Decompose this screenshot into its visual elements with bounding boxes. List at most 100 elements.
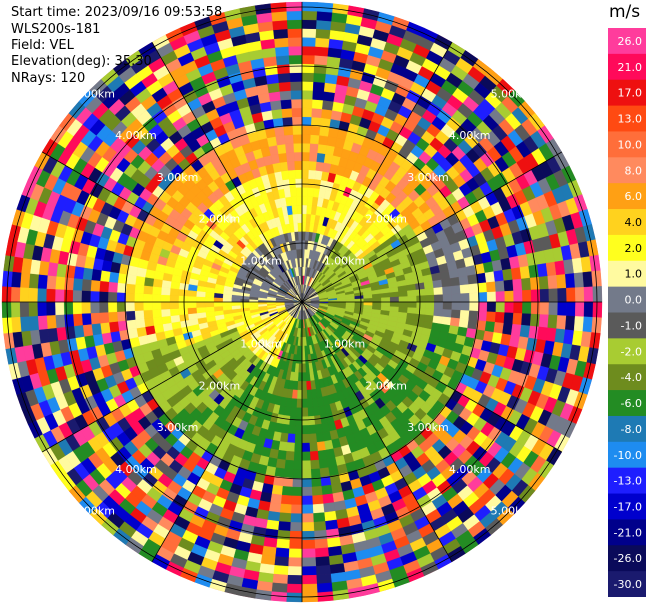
radar-gate <box>63 289 74 303</box>
radar-gate <box>286 10 303 21</box>
radar-gate <box>309 143 319 154</box>
radar-gate <box>301 433 310 444</box>
radar-gate <box>301 522 315 532</box>
radar-gate <box>143 317 155 328</box>
radar-gate <box>275 458 286 469</box>
radar-gate <box>73 324 85 339</box>
radar-gate <box>442 286 453 295</box>
radar-gate <box>451 301 462 311</box>
radar-gate <box>556 315 567 330</box>
radar-gate <box>231 301 241 306</box>
radar-gate <box>116 292 126 303</box>
radar-gate <box>301 495 313 506</box>
radar-gate <box>287 424 296 435</box>
radar-gate <box>557 301 567 317</box>
radar-gate <box>296 204 303 215</box>
radar-gate <box>301 442 311 453</box>
radar-gate <box>425 301 435 310</box>
radar-gate <box>293 460 303 470</box>
radar-gate <box>458 275 469 286</box>
radar-gate <box>287 433 296 444</box>
radar-gate <box>270 99 282 111</box>
radar-gate <box>290 196 298 206</box>
radar-gate <box>90 301 100 314</box>
radar-gate <box>297 213 303 223</box>
radar-gate <box>277 521 291 532</box>
radar-gate <box>276 143 287 155</box>
radar-gate <box>381 297 391 303</box>
radar-gate <box>37 315 48 330</box>
radar-gate <box>308 424 317 435</box>
radar-gate <box>433 301 444 310</box>
radar-gate <box>433 294 444 303</box>
radar-gate <box>279 503 292 514</box>
radar-gate <box>301 548 316 559</box>
radar-gate <box>301 416 309 426</box>
radar-gate <box>280 494 293 505</box>
range-ring-label: 1.00km <box>240 338 282 351</box>
radar-gate <box>301 381 307 391</box>
radar-gate <box>280 99 293 110</box>
radar-gate <box>277 72 291 83</box>
radar-gate <box>126 274 137 285</box>
radar-gate <box>316 582 333 593</box>
radar-gate <box>519 324 531 339</box>
radar-gate <box>324 73 339 85</box>
range-ring-label: 4.00km <box>449 463 491 476</box>
radar-gate <box>10 286 21 303</box>
radar-gate <box>573 272 585 288</box>
radar-gate <box>317 449 328 461</box>
radar-gate <box>538 314 549 329</box>
radar-gate <box>301 45 316 56</box>
radar-gate <box>565 315 576 331</box>
colorbar-tick-label: -17.0 <box>614 500 642 513</box>
radar-gate <box>28 273 39 289</box>
radar-gate <box>299 248 303 259</box>
radar-gate <box>459 284 470 294</box>
radar-gate <box>522 289 532 303</box>
colorbar-tick-label: 17.0 <box>618 87 643 100</box>
radar-gate <box>495 301 506 313</box>
colorbar-tick-label: -26.0 <box>614 552 642 565</box>
elevation-label: Elevation(deg): 35.30 <box>11 54 152 69</box>
radar-gate <box>566 287 576 303</box>
radar-gate <box>204 306 215 313</box>
radar-gate <box>134 284 145 294</box>
radar-gate <box>284 459 294 470</box>
range-ring-label: 3.00km <box>407 171 449 184</box>
radar-gate <box>389 291 400 298</box>
radar-gate <box>286 583 303 594</box>
colorbar-tick-label: 21.0 <box>618 61 643 74</box>
radar-gate <box>467 274 478 285</box>
radar-gate <box>45 288 56 303</box>
radar-gate <box>573 316 585 332</box>
nrays-label: NRays: 120 <box>11 71 86 86</box>
radar-gate <box>306 398 314 408</box>
radar-gate <box>460 301 470 311</box>
velocity-colorbar: 26.0 21.0 17.0 13.0 10.0 8.0 6.0 4.0 2.0 1.0 0.0 -1… <box>608 28 646 597</box>
radar-gate <box>513 301 523 314</box>
radar-gate <box>204 301 215 308</box>
radar-gate <box>142 301 153 311</box>
radar-gate <box>557 287 567 303</box>
radar-gate <box>318 135 329 146</box>
colorbar-tick-label: 8.0 <box>625 164 643 177</box>
radar-gate <box>311 99 324 110</box>
radar-gate <box>301 583 318 594</box>
radar-gate <box>11 316 22 333</box>
radar-gate <box>107 281 118 293</box>
radar-gate <box>301 363 306 373</box>
radar-gate <box>512 278 523 292</box>
radar-gate <box>291 486 303 497</box>
radar-gate <box>19 272 31 288</box>
colorbar-tick-label: 13.0 <box>618 113 643 126</box>
radar-gate <box>276 449 287 461</box>
radar-gate <box>151 286 162 295</box>
radar-gate <box>151 301 162 311</box>
radar-gate <box>288 415 297 426</box>
radar-gate <box>301 486 313 497</box>
start-time-label: Start time: 2023/09/16 09:53:58 <box>11 5 223 20</box>
radar-gate <box>99 322 111 334</box>
radar-gate <box>313 521 327 532</box>
